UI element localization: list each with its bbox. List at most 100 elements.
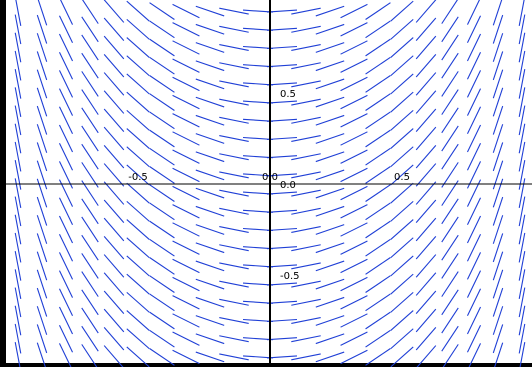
- x-tick-label: 0.5: [394, 172, 410, 183]
- slope-segment: [291, 172, 320, 178]
- slope-segment: [104, 255, 124, 278]
- slope-segment: [127, 238, 149, 258]
- slope-segment: [150, 112, 175, 129]
- x-tick-label: -0.5: [128, 172, 148, 183]
- slope-segment: [196, 352, 224, 362]
- slope-segment: [196, 61, 224, 71]
- slope-segment: [150, 239, 175, 256]
- slope-segment: [366, 221, 391, 238]
- slope-segment: [316, 115, 344, 125]
- slope-segment: [291, 136, 320, 142]
- slope-segment: [316, 297, 344, 307]
- slope-segment: [391, 74, 413, 94]
- slope-segment: [173, 350, 200, 363]
- slope-segment: [219, 8, 248, 14]
- slope-segment: [341, 95, 368, 108]
- slope-segment: [291, 45, 320, 51]
- slope-segment: [267, 65, 297, 67]
- slope-segment: [219, 281, 248, 287]
- slope-segment: [316, 6, 344, 16]
- slope-segment: [196, 97, 224, 107]
- slope-segment: [219, 336, 248, 342]
- slope-segment: [196, 170, 224, 180]
- y-tick-label: 0.0: [280, 180, 296, 191]
- slope-segment: [366, 112, 391, 129]
- slope-segment: [267, 10, 297, 12]
- slope-segment: [316, 24, 344, 34]
- slope-segment: [416, 0, 436, 22]
- slope-segment: [366, 294, 391, 311]
- slope-segment: [219, 99, 248, 105]
- slope-segment: [173, 277, 200, 290]
- slope-segment: [341, 77, 368, 90]
- slope-segment: [366, 167, 391, 184]
- slope-segment: [173, 186, 200, 199]
- slope-segment: [391, 129, 413, 149]
- slope-segment: [267, 247, 297, 249]
- slope-segment: [127, 56, 149, 76]
- slope-segment: [196, 297, 224, 307]
- slope-segment: [291, 117, 320, 123]
- slope-segment: [104, 327, 124, 350]
- slope-segment: [127, 274, 149, 294]
- slope-segment: [316, 170, 344, 180]
- slope-segment: [316, 261, 344, 271]
- slope-segment: [150, 294, 175, 311]
- slope-segment: [341, 186, 368, 199]
- slope-segment: [316, 43, 344, 53]
- slope-segment: [519, 342, 525, 367]
- y-tick-labels: 0.5 0.0 -0.5: [280, 89, 300, 282]
- slope-segment: [150, 39, 175, 56]
- slope-segment: [150, 221, 175, 238]
- slope-segment: [127, 38, 149, 58]
- slope-segment: [291, 26, 320, 32]
- slope-segment: [416, 346, 436, 367]
- slope-segment: [366, 312, 391, 329]
- slope-segment: [15, 342, 21, 367]
- slope-segment: [173, 23, 200, 36]
- slope-segment: [366, 330, 391, 347]
- slope-segment: [267, 28, 297, 30]
- slope-segment: [416, 54, 436, 77]
- slope-segment: [219, 208, 248, 214]
- slope-segment: [493, 0, 502, 25]
- slope-segment: [267, 320, 297, 322]
- slope-segment: [104, 91, 124, 114]
- slope-segment: [416, 236, 436, 259]
- slope-segment: [366, 39, 391, 56]
- slope-segment: [150, 130, 175, 147]
- slope-segment: [196, 152, 224, 162]
- slope-segment: [519, 0, 525, 26]
- slope-segment: [267, 210, 297, 212]
- slope-segment: [150, 203, 175, 220]
- slope-segment: [104, 18, 124, 41]
- slope-segment: [391, 1, 413, 21]
- slope-segment: [150, 349, 175, 366]
- slope-segment: [150, 3, 175, 20]
- slope-segment: [291, 336, 320, 342]
- slope-segment: [127, 19, 149, 39]
- slope-segment: [341, 350, 368, 363]
- slope-segment: [267, 301, 297, 303]
- slope-segment: [416, 18, 436, 41]
- slope-segment: [150, 94, 175, 111]
- slope-segment: [104, 346, 124, 367]
- slope-segment: [150, 76, 175, 93]
- slope-segment: [416, 109, 436, 132]
- slope-segment: [219, 263, 248, 269]
- slope-segment: [196, 24, 224, 34]
- slope-segment: [127, 129, 149, 149]
- slope-segment: [366, 94, 391, 111]
- slope-segment: [219, 172, 248, 178]
- slope-segment: [291, 63, 320, 69]
- slope-segment: [341, 332, 368, 345]
- slope-segment: [391, 220, 413, 240]
- slope-segment: [341, 41, 368, 54]
- slope-segment: [150, 185, 175, 202]
- slope-segment: [416, 291, 436, 314]
- slope-segment: [416, 36, 436, 59]
- slope-segment: [104, 309, 124, 332]
- slope-segment: [341, 114, 368, 127]
- slope-segment: [127, 147, 149, 167]
